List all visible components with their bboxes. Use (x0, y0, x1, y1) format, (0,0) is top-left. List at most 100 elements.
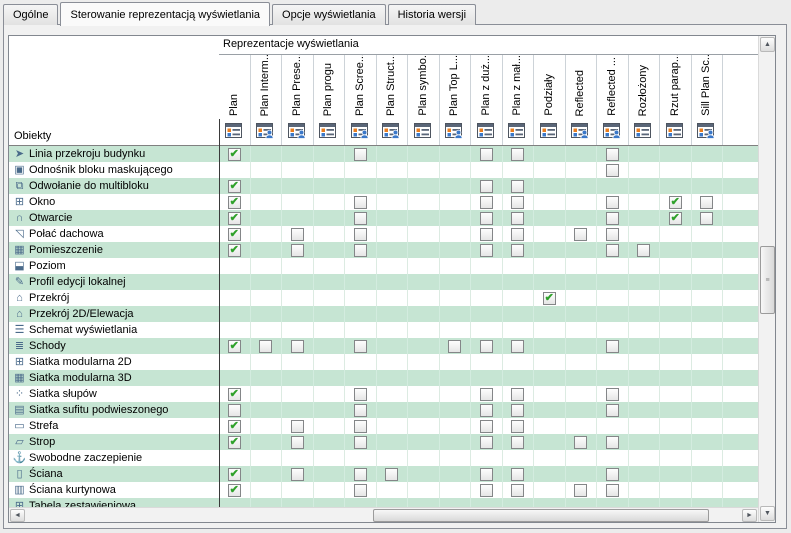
display-checkbox-unchecked[interactable] (605, 435, 619, 449)
display-checkbox-unchecked[interactable] (511, 419, 525, 433)
display-checkbox-unchecked[interactable] (227, 403, 241, 417)
display-checkbox-checked[interactable]: ✔ (227, 179, 241, 193)
display-checkbox-unchecked[interactable] (605, 147, 619, 161)
display-checkbox-unchecked[interactable] (637, 243, 651, 257)
tab-opcje-wyswietlania[interactable]: Opcje wyświetlania (272, 4, 386, 25)
display-checkbox-unchecked[interactable] (290, 243, 304, 257)
display-checkbox-unchecked[interactable] (605, 403, 619, 417)
object-row-label-cell[interactable]: ⬓ Poziom (9, 258, 219, 274)
display-checkbox-unchecked[interactable] (511, 403, 525, 417)
display-checkbox-unchecked[interactable] (290, 467, 304, 481)
display-checkbox-unchecked[interactable] (574, 483, 588, 497)
display-checkbox-unchecked[interactable] (511, 147, 525, 161)
tab-historia-wersji[interactable]: Historia wersji (387, 4, 477, 25)
display-checkbox-unchecked[interactable] (479, 387, 493, 401)
object-row-label-cell[interactable]: ⁘ Siatka słupów (9, 386, 219, 402)
scroll-right-button[interactable]: ► (742, 509, 757, 522)
display-checkbox-unchecked[interactable] (479, 339, 493, 353)
display-checkbox-unchecked[interactable] (605, 483, 619, 497)
display-checkbox-checked[interactable]: ✔ (227, 419, 241, 433)
display-checkbox-unchecked[interactable] (511, 339, 525, 353)
scroll-down-button[interactable]: ▼ (760, 506, 775, 521)
object-row-label-cell[interactable]: ⧉ Odwołanie do multibloku (9, 178, 219, 194)
display-checkbox-unchecked[interactable] (290, 227, 304, 241)
display-checkbox-unchecked[interactable] (479, 227, 493, 241)
display-checkbox-checked[interactable]: ✔ (227, 211, 241, 225)
display-checkbox-unchecked[interactable] (353, 195, 367, 209)
display-checkbox-checked[interactable]: ✔ (227, 483, 241, 497)
display-checkbox-checked[interactable]: ✔ (227, 147, 241, 161)
display-checkbox-checked[interactable]: ✔ (227, 339, 241, 353)
display-checkbox-unchecked[interactable] (605, 339, 619, 353)
object-row-label-cell[interactable]: ▤ Siatka sufitu podwieszonego (9, 402, 219, 418)
display-checkbox-unchecked[interactable] (353, 243, 367, 257)
object-row-label-cell[interactable]: ▦ Siatka modularna 3D (9, 370, 219, 386)
display-checkbox-unchecked[interactable] (605, 163, 619, 177)
display-checkbox-unchecked[interactable] (605, 243, 619, 257)
object-row-label-cell[interactable]: ⚓ Swobodne zaczepienie (9, 450, 219, 466)
object-row-label-cell[interactable]: ⌂ Przekrój (9, 290, 219, 306)
display-checkbox-checked[interactable]: ✔ (227, 467, 241, 481)
display-checkbox-unchecked[interactable] (511, 227, 525, 241)
display-checkbox-unchecked[interactable] (353, 339, 367, 353)
display-checkbox-unchecked[interactable] (290, 435, 304, 449)
display-checkbox-unchecked[interactable] (511, 195, 525, 209)
object-row-label-cell[interactable]: ≣ Schody (9, 338, 219, 354)
display-checkbox-unchecked[interactable] (511, 211, 525, 225)
horizontal-scrollbar[interactable]: ◄ ► (9, 507, 758, 522)
display-checkbox-unchecked[interactable] (479, 419, 493, 433)
display-checkbox-checked[interactable]: ✔ (668, 195, 682, 209)
display-checkbox-unchecked[interactable] (479, 435, 493, 449)
display-checkbox-unchecked[interactable] (353, 483, 367, 497)
object-row-label-cell[interactable]: ∩ Otwarcie (9, 210, 219, 226)
display-checkbox-unchecked[interactable] (353, 211, 367, 225)
object-row-label-cell[interactable]: ▣ Odnośnik bloku maskującego (9, 162, 219, 178)
display-checkbox-unchecked[interactable] (479, 211, 493, 225)
display-checkbox-unchecked[interactable] (353, 403, 367, 417)
object-row-label-cell[interactable]: ◹ Połać dachowa (9, 226, 219, 242)
display-checkbox-unchecked[interactable] (700, 195, 714, 209)
display-checkbox-unchecked[interactable] (353, 227, 367, 241)
tab-ogolne[interactable]: Ogólne (3, 4, 59, 25)
display-checkbox-unchecked[interactable] (605, 227, 619, 241)
object-row-label-cell[interactable]: ⌂ Przekrój 2D/Elewacja (9, 306, 219, 322)
scroll-left-button[interactable]: ◄ (10, 509, 25, 522)
display-checkbox-unchecked[interactable] (385, 467, 399, 481)
display-checkbox-unchecked[interactable] (479, 243, 493, 257)
display-checkbox-unchecked[interactable] (479, 483, 493, 497)
display-checkbox-unchecked[interactable] (605, 387, 619, 401)
object-row-label-cell[interactable]: ▱ Strop (9, 434, 219, 450)
object-row-label-cell[interactable]: ▦ Pomieszczenie (9, 242, 219, 258)
display-checkbox-unchecked[interactable] (605, 211, 619, 225)
object-row-label-cell[interactable]: ⊞ Tabela zestawieniowa (9, 498, 219, 507)
display-checkbox-checked[interactable]: ✔ (227, 195, 241, 209)
object-row-label-cell[interactable]: ▭ Strefa (9, 418, 219, 434)
object-row-label-cell[interactable]: ⊞ Okno (9, 194, 219, 210)
display-checkbox-unchecked[interactable] (448, 339, 462, 353)
display-checkbox-unchecked[interactable] (259, 339, 273, 353)
display-checkbox-unchecked[interactable] (511, 243, 525, 257)
display-checkbox-unchecked[interactable] (511, 387, 525, 401)
display-checkbox-unchecked[interactable] (479, 195, 493, 209)
object-row-label-cell[interactable]: ⊞ Siatka modularna 2D (9, 354, 219, 370)
display-checkbox-unchecked[interactable] (700, 211, 714, 225)
display-checkbox-checked[interactable]: ✔ (227, 227, 241, 241)
display-checkbox-unchecked[interactable] (353, 147, 367, 161)
display-checkbox-unchecked[interactable] (511, 483, 525, 497)
object-row-label-cell[interactable]: ☰ Schemat wyświetlania (9, 322, 219, 338)
object-row-label-cell[interactable]: ▥ Ściana kurtynowa (9, 482, 219, 498)
display-checkbox-checked[interactable]: ✔ (227, 435, 241, 449)
display-checkbox-unchecked[interactable] (605, 195, 619, 209)
display-checkbox-unchecked[interactable] (479, 147, 493, 161)
display-checkbox-unchecked[interactable] (353, 467, 367, 481)
display-checkbox-unchecked[interactable] (290, 339, 304, 353)
tab-sterowanie-reprezentacja[interactable]: Sterowanie reprezentacją wyświetlania (60, 2, 271, 26)
display-checkbox-unchecked[interactable] (479, 467, 493, 481)
object-row-label-cell[interactable]: ▯ Ściana (9, 466, 219, 482)
display-checkbox-unchecked[interactable] (574, 227, 588, 241)
display-checkbox-checked[interactable]: ✔ (227, 243, 241, 257)
vertical-scrollbar-thumb[interactable]: ≡ (760, 246, 775, 314)
display-checkbox-unchecked[interactable] (605, 467, 619, 481)
object-row-label-cell[interactable]: ✎ Profil edycji lokalnej (9, 274, 219, 290)
vertical-scrollbar[interactable]: ▲ ≡ ▼ (758, 36, 775, 522)
